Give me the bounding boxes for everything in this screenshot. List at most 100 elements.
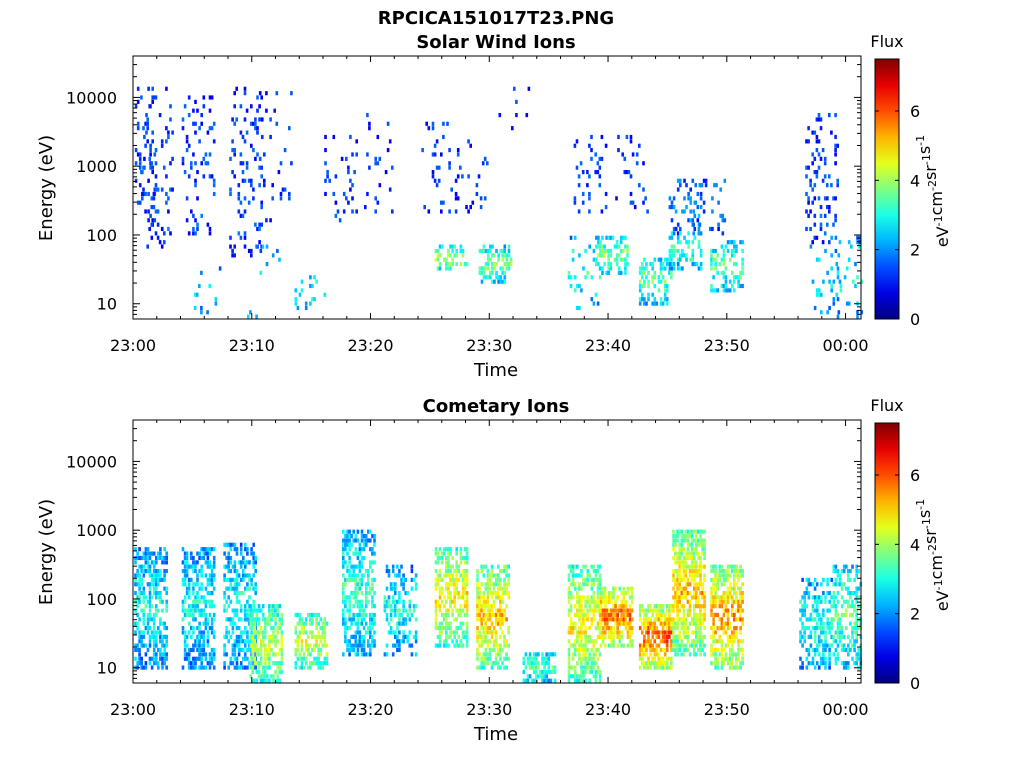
spectrogram-cell [739,270,742,275]
spectrogram-cell [801,604,804,609]
spectrogram-cell [697,555,700,561]
plot-frame [132,419,862,684]
spectrogram-cell [259,661,263,666]
spectrogram-cell [676,178,680,183]
spectrogram-cell [398,612,401,618]
spectrogram-cell [242,577,245,582]
spectrogram-cell [480,279,484,284]
spectrogram-cell [271,253,275,258]
spectrogram-cell [387,573,391,578]
spectrogram-cell [255,608,259,613]
spectrogram-cell [255,669,259,675]
spectrogram-cell [443,573,446,578]
spectrogram-cell [183,608,187,613]
spectrogram-cell [348,639,351,644]
spectrogram-cell [358,643,362,648]
spectrogram-cell [235,547,239,552]
spectrogram-cell [387,569,391,574]
spectrogram-cell [674,582,677,587]
spectrogram-cell [263,661,267,666]
spectrogram-cell [155,634,158,639]
spectrogram-cell [457,591,461,596]
spectrogram-cell [813,647,817,653]
spectrogram-cell [491,266,494,271]
spectrogram-cell [624,608,628,613]
spectrogram-cell [202,608,206,613]
spectrogram-cell [482,630,486,635]
spectrogram-cell [628,630,632,635]
spectrogram-cell [726,643,730,648]
spectrogram-cell [311,630,314,635]
spectrogram-cell [229,621,233,626]
spectrogram-cell [499,599,502,604]
spectrogram-cell [507,266,511,271]
spectrogram-cell [807,213,810,218]
spectrogram-cell [699,577,702,582]
spectrogram-cell [204,626,208,631]
spectrogram-cell [212,652,216,657]
spectrogram-cell [840,634,844,639]
spectrogram-cell [719,187,722,192]
spectrogram-cell [436,573,440,578]
spectrogram-cell [471,200,475,205]
spectrogram-cell [208,591,212,596]
spectrogram-cell [206,547,210,552]
spectrogram-cell [576,661,579,666]
colorbar-tick-label: 4 [910,535,920,554]
spectrogram-cell [722,608,726,613]
spectrogram-cell [582,564,585,569]
spectrogram-cell [507,573,510,578]
spectrogram-cell [688,652,692,657]
spectrogram-cell [618,630,621,635]
spectrogram-cell [447,643,450,648]
spectrogram-cell [150,665,154,670]
spectrogram-cell [580,288,583,293]
spectrogram-cell [505,582,508,587]
spectrogram-cell [680,617,684,622]
spectrogram-cell [826,626,829,631]
spectrogram-cell [577,174,581,179]
axis-ticks: 23:00 23:10 23:20 23:30 23:40 23:50 00:0010100… [66,55,869,355]
spectrogram-cell [688,582,692,587]
spectrogram-cell [645,617,648,622]
spectrogram-cell [805,174,808,179]
spectrogram-cell [223,647,226,653]
spectrogram-cell [328,178,331,183]
spectrogram-cell [268,639,271,644]
spectrogram-cell [272,604,275,609]
spectrogram-cell [373,621,376,626]
spectrogram-cell [578,626,581,631]
spectrogram-cell [138,156,142,161]
spectrogram-cell [607,262,610,267]
spectrogram-cell [150,634,154,639]
spectrogram-cell [499,626,502,631]
spectrogram-cell [364,569,368,574]
spectrogram-cell [210,564,214,569]
spectrogram-cell [461,586,465,591]
spectrogram-cell [187,621,191,626]
spectrogram-cell [274,634,277,639]
spectrogram-cell [547,656,551,661]
spectrogram-cell [354,573,358,578]
spectrogram-cell [507,577,510,582]
spectrogram-cell [670,248,674,254]
spectrogram-cell [626,626,630,631]
spectrogram-cell [371,643,374,648]
spectrogram-cell [447,547,450,552]
spectrogram-cell [830,595,833,600]
spectrogram-cell [621,152,624,157]
spectrogram-cell [157,608,160,613]
spectrogram-cell [853,577,856,582]
spectrogram-cell [480,270,484,275]
spectrogram-cell [157,582,160,587]
spectrogram-cell [801,577,804,582]
spectrogram-cell [345,156,348,161]
spectrogram-cell [684,626,688,631]
spectrogram-cell [584,577,587,582]
spectrogram-cell [315,279,318,284]
spectrogram-cell [275,121,279,126]
spectrogram-cell [148,656,152,661]
spectrogram-cell [443,604,446,609]
spectrogram-cell [362,617,366,622]
spectrogram-cell [498,113,502,118]
